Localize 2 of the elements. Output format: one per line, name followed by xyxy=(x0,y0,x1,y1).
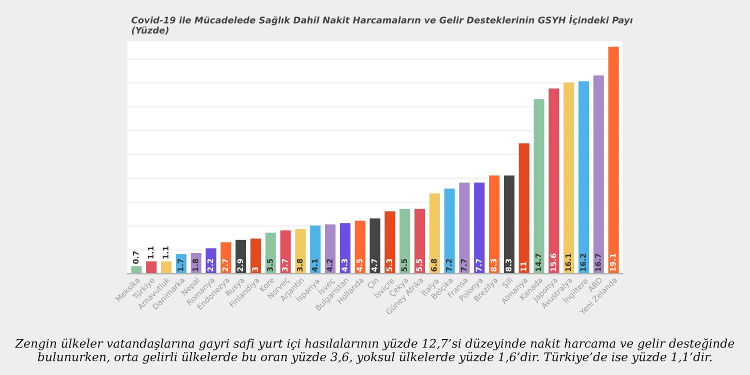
chart-title: Covid-19 ile Mücadelede Sağlık Dahil Nakit Harcamaların ve Gelir Desteklerinin GSYH İçindeki Payı (Yüzde) xyxy=(132,15,633,35)
text: Zengin ülkeler vatandaşlarına gayri safi yurt içi hasılalarının yüzde 12,7’si düzeyinde nakit harcama ve gelir desteğinde bulunurken, orta gelirli ülkelerde bu oran yüzde 3,6, yoksul ülkelerde yüzde 1,6’dir. Türkiye’de ise yüzde 1,1’dir. xyxy=(14,338,734,364)
